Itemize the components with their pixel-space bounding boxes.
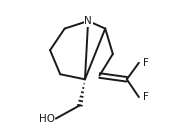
Text: F: F (143, 92, 149, 102)
Text: F: F (143, 58, 149, 68)
Text: N: N (84, 16, 92, 26)
Text: HO: HO (39, 114, 55, 124)
